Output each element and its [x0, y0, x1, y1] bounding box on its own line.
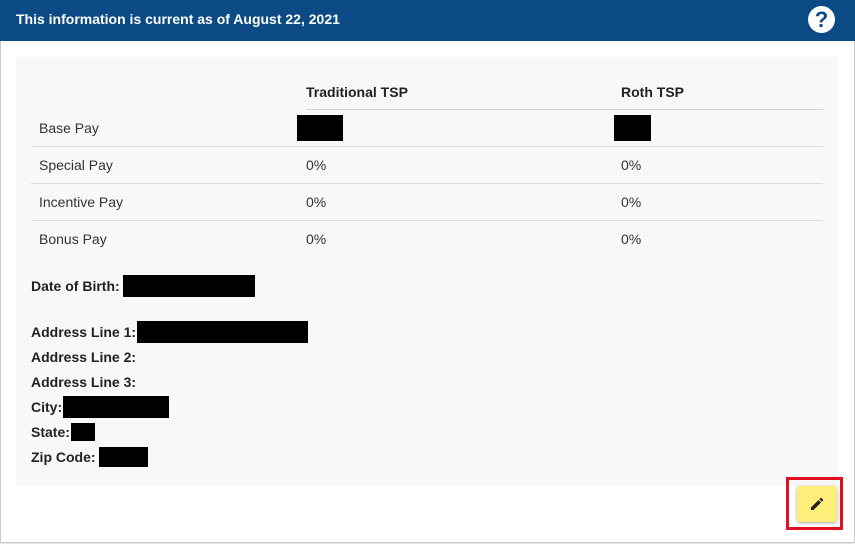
address1-label: Address Line 1:	[31, 323, 137, 340]
date-of-birth-section: Date of Birth:	[31, 273, 255, 298]
city-label: City:	[31, 398, 63, 415]
state-line: State:	[31, 419, 308, 444]
dob-label: Date of Birth:	[31, 277, 120, 294]
info-panel: Traditional TSP Roth TSP Base Pay Specia…	[16, 57, 838, 486]
base-pay-traditional-redacted	[297, 109, 621, 147]
row-label: Base Pay	[31, 109, 306, 147]
base-pay-roth-redacted	[614, 109, 823, 147]
table-row: Special Pay 0% 0%	[31, 146, 823, 184]
cell-roth: 0%	[621, 231, 642, 247]
column-header-traditional: Traditional TSP	[306, 75, 621, 110]
table-row: Base Pay	[31, 109, 823, 147]
row-label: Special Pay	[31, 146, 306, 184]
edit-button[interactable]	[797, 486, 837, 522]
dob-line: Date of Birth:	[31, 273, 255, 298]
address1-redacted	[137, 320, 309, 343]
cell-traditional: 0%	[306, 146, 621, 184]
address2-label: Address Line 2:	[31, 348, 137, 365]
zip-label: Zip Code:	[31, 448, 96, 465]
state-label: State:	[31, 423, 70, 440]
address1-line: Address Line 1:	[31, 319, 309, 344]
zip-line: Zip Code:	[31, 444, 308, 469]
help-icon[interactable]: ?	[808, 6, 835, 33]
address3-label: Address Line 3:	[31, 373, 137, 390]
row-label: Incentive Pay	[31, 183, 306, 221]
pencil-icon	[811, 497, 824, 510]
city-line: City:	[31, 394, 308, 419]
cell-traditional: 0%	[306, 231, 327, 247]
city-redacted	[63, 395, 170, 418]
zip-redacted	[98, 446, 148, 467]
table-row: Incentive Pay 0% 0%	[31, 183, 823, 221]
column-header-label	[31, 75, 306, 110]
column-header-roth: Roth TSP	[621, 75, 823, 110]
table-header-row: Traditional TSP Roth TSP	[31, 75, 823, 110]
cell-roth: 0%	[621, 146, 823, 184]
header-title: This information is current as of August…	[16, 11, 340, 27]
row-label: Bonus Pay	[39, 231, 107, 247]
table-row: Bonus Pay 0% 0%	[31, 221, 823, 258]
cell-traditional: 0%	[306, 183, 621, 221]
tsp-contribution-table: Traditional TSP Roth TSP Base Pay Specia…	[31, 75, 823, 257]
card-header: This information is current as of August…	[0, 0, 855, 41]
dob-redacted	[122, 274, 255, 297]
address-section: Address Line 1: Address Line 2: Address …	[31, 319, 309, 469]
state-redacted	[70, 422, 95, 441]
address3-line: Address Line 3:	[31, 369, 308, 394]
edit-button-highlight	[786, 477, 843, 530]
cell-roth: 0%	[621, 183, 823, 221]
address2-line: Address Line 2:	[31, 344, 308, 369]
